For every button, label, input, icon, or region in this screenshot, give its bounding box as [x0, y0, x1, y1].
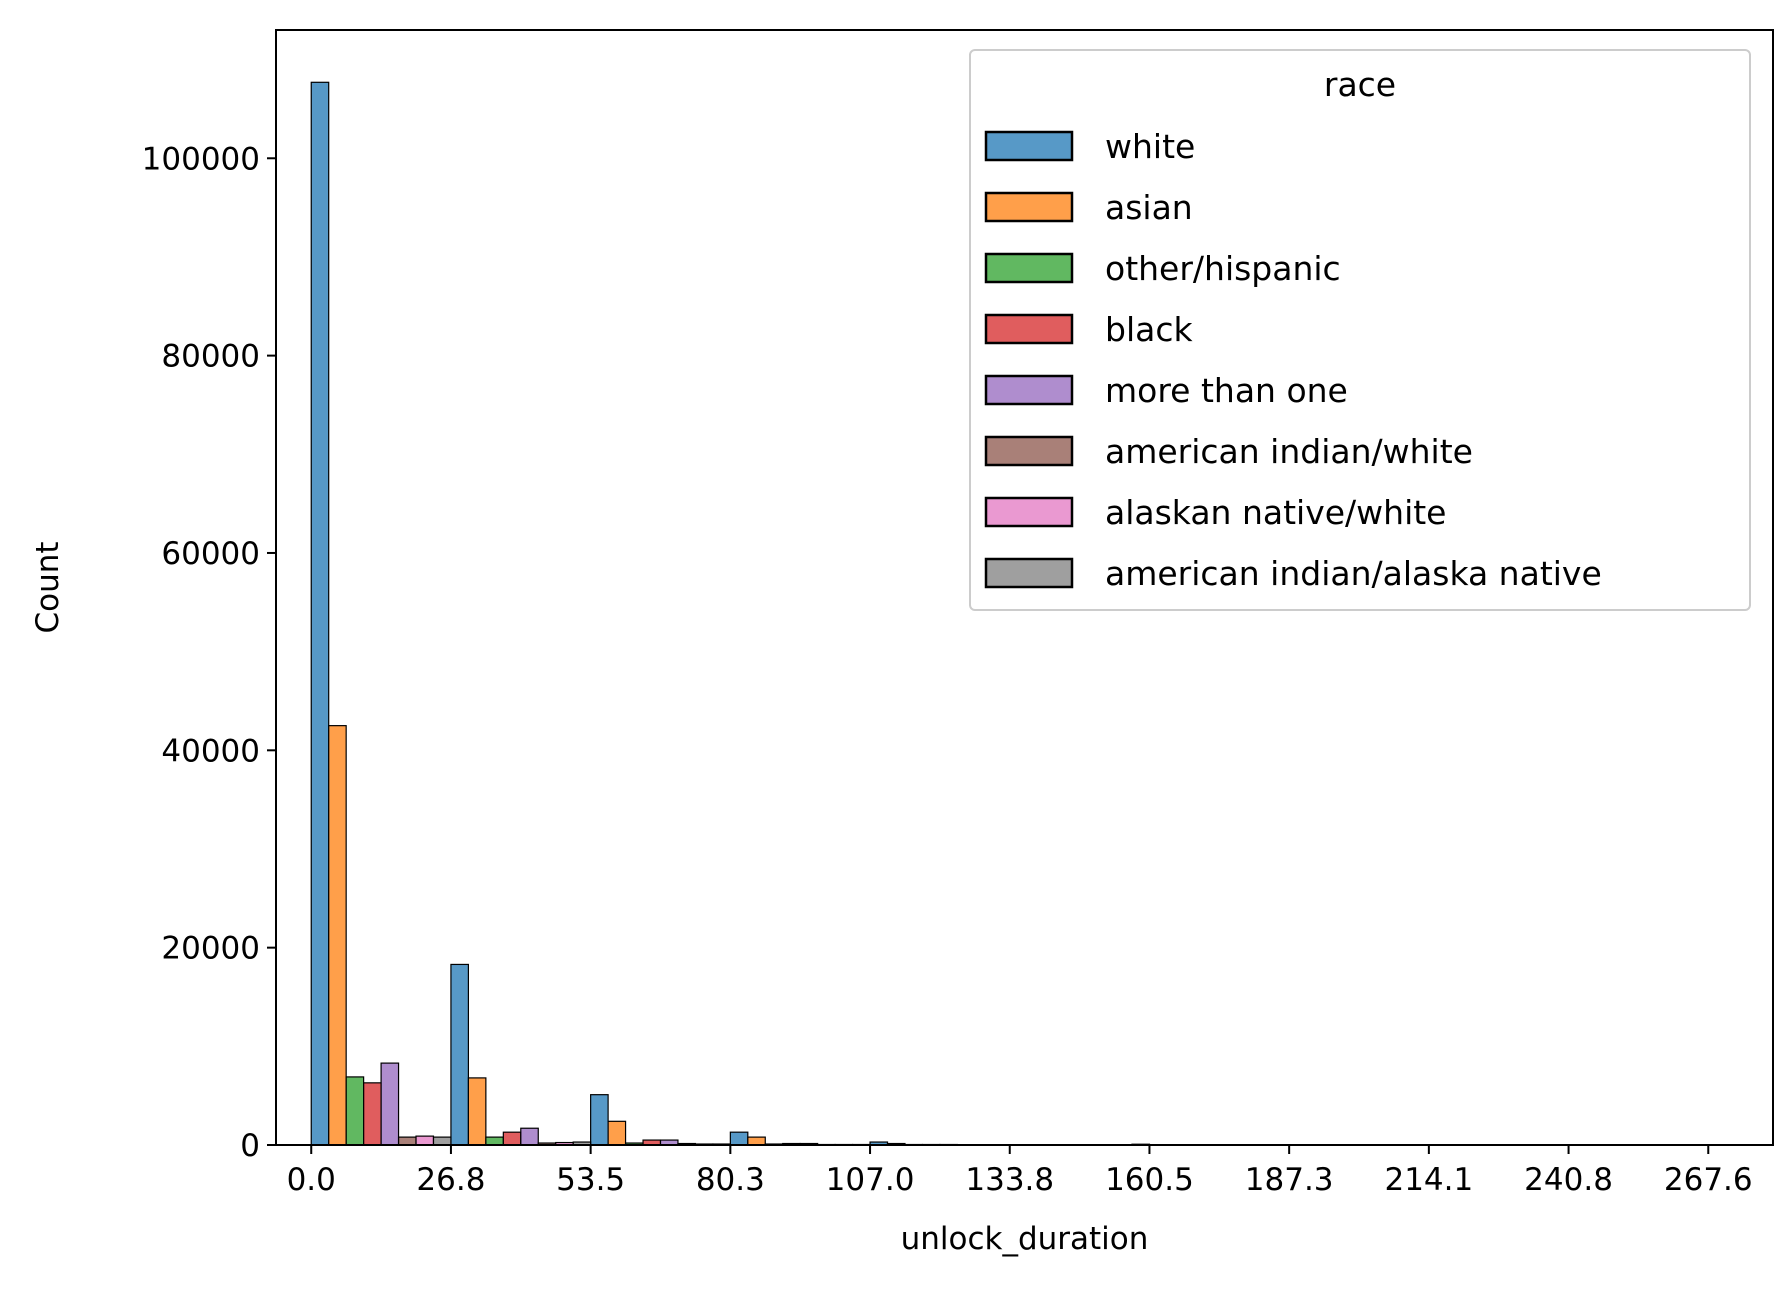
x-tick-label: 0.0	[287, 1162, 336, 1198]
legend: race white asian other/hispanic black more t…	[969, 49, 1751, 611]
bar	[450, 963, 470, 1146]
plot-frame	[275, 29, 1774, 1146]
legend-item-label: american indian/white	[1105, 432, 1473, 471]
y-tick-label: 100000	[142, 141, 260, 177]
x-tick-label: 107.0	[826, 1162, 915, 1198]
legend-swatch	[984, 252, 1074, 284]
bar	[607, 1120, 627, 1146]
legend-swatch	[984, 374, 1074, 406]
x-tick-label: 80.3	[696, 1162, 765, 1198]
legend-item-label: other/hispanic	[1105, 249, 1341, 288]
x-tick-label: 53.5	[556, 1162, 625, 1198]
bar	[363, 1082, 382, 1146]
bar	[467, 1077, 487, 1146]
bar	[345, 1076, 365, 1146]
legend-items: white asian other/hispanic black more than o…	[984, 127, 1602, 593]
bar	[328, 725, 347, 1146]
bar	[485, 1136, 504, 1146]
bar	[397, 1136, 417, 1146]
y-tick-label: 0	[240, 1128, 260, 1164]
bars-layer	[310, 81, 1151, 1146]
bar	[380, 1062, 400, 1146]
x-tick-label: 214.1	[1384, 1162, 1473, 1198]
legend-item-label: alaskan native/white	[1105, 493, 1446, 532]
x-tick-label: 187.3	[1245, 1162, 1334, 1198]
x-tick-label: 267.6	[1664, 1162, 1753, 1198]
bar	[590, 1094, 609, 1146]
legend-item-label: american indian/alaska native	[1105, 554, 1602, 593]
x-tick-label: 160.5	[1105, 1162, 1194, 1198]
bar	[310, 81, 330, 1146]
legend-box	[969, 49, 1751, 611]
y-tick-label: 40000	[161, 733, 260, 769]
legend-swatch	[984, 191, 1074, 223]
bar	[432, 1136, 452, 1146]
legend-item-label: asian	[1105, 188, 1193, 227]
y-axis: 0 20000 40000 60000 80000 100000	[142, 141, 276, 1164]
legend-title: race	[1324, 65, 1396, 104]
x-axis-label: unlock_duration	[901, 1221, 1149, 1257]
bar	[415, 1135, 435, 1146]
y-tick-label: 80000	[161, 339, 260, 375]
x-tick-label: 26.8	[416, 1162, 485, 1198]
bar	[747, 1136, 766, 1146]
legend-item-label: more than one	[1105, 371, 1348, 410]
legend-swatch	[984, 435, 1074, 467]
y-axis-label: Count	[30, 541, 66, 633]
legend-item-label: white	[1105, 127, 1195, 166]
y-tick-label: 20000	[161, 931, 260, 967]
y-tick-label: 60000	[161, 536, 260, 572]
bar	[520, 1127, 539, 1146]
legend-swatch	[984, 313, 1074, 345]
bar	[502, 1131, 522, 1146]
bar	[729, 1131, 749, 1146]
x-tick-label: 240.8	[1524, 1162, 1613, 1198]
x-tick-label: 133.8	[965, 1162, 1054, 1198]
legend-swatch	[984, 130, 1074, 162]
x-axis: 0.0 26.8 53.5 80.3 107.0 133.8 160.5 187.3 214.1…	[287, 1145, 1753, 1198]
legend-swatch	[984, 496, 1074, 528]
legend-item-label: black	[1105, 310, 1193, 349]
legend-swatch	[984, 557, 1074, 589]
